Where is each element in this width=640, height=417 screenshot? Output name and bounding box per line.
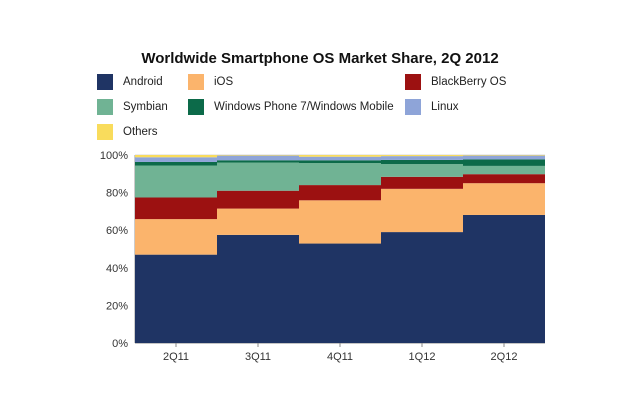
x-tick-label: 4Q11 xyxy=(327,351,353,363)
bar-segment xyxy=(299,156,381,161)
legend-swatch xyxy=(97,74,113,90)
bar-segment xyxy=(381,156,463,160)
bar-segment xyxy=(135,155,217,158)
bar-segment xyxy=(381,164,463,177)
bar-segment xyxy=(135,254,217,343)
legend-swatch xyxy=(97,99,113,115)
bar-segment xyxy=(381,176,463,189)
bar-segment xyxy=(463,165,545,175)
legend-label: Others xyxy=(123,126,158,138)
y-tick-label: 60% xyxy=(106,225,128,237)
legend-item: Windows Phone 7/Windows Mobile xyxy=(188,99,394,115)
bar-segment xyxy=(135,165,217,198)
y-tick-label: 100% xyxy=(100,150,128,162)
bar-segment xyxy=(463,214,545,343)
bar-segment xyxy=(217,208,299,235)
legend-swatch xyxy=(405,74,421,90)
legend-label: Windows Phone 7/Windows Mobile xyxy=(214,101,394,113)
bar-segment xyxy=(217,190,299,209)
legend-swatch xyxy=(188,74,204,90)
bar-segment xyxy=(217,234,299,343)
y-tick-label: 40% xyxy=(106,263,128,275)
bar-segment xyxy=(299,163,381,186)
legend-label: BlackBerry OS xyxy=(431,76,507,88)
bar-segment xyxy=(135,197,217,220)
bar-segment xyxy=(463,155,545,160)
bar-segment xyxy=(135,157,217,162)
x-tick-label: 3Q11 xyxy=(245,351,271,363)
bar-segment xyxy=(381,155,463,157)
bar-segment xyxy=(299,160,381,164)
legend-item: BlackBerry OS xyxy=(405,74,506,90)
legend-item: Symbian xyxy=(97,99,168,115)
chart-title: Worldwide Smartphone OS Market Share, 2Q… xyxy=(141,50,499,67)
bar-segment xyxy=(299,243,381,343)
legend-item: Others xyxy=(97,124,158,140)
bar-segment xyxy=(463,174,545,184)
bar-segment xyxy=(381,188,463,233)
legend-label: iOS xyxy=(214,76,234,88)
legend-label: Linux xyxy=(431,101,459,113)
y-tick-label: 20% xyxy=(106,300,128,312)
bar-segment xyxy=(299,185,381,201)
legend-swatch xyxy=(188,99,204,115)
legend-swatch xyxy=(97,124,113,140)
bar-segment xyxy=(217,162,299,191)
bar-segment xyxy=(217,155,299,161)
bar-segment xyxy=(217,155,299,156)
legend-item: Linux xyxy=(405,99,459,115)
legend-label: Android xyxy=(123,76,163,88)
x-tick-label: 2Q11 xyxy=(163,351,189,363)
bar-segment xyxy=(299,155,381,157)
x-tick-label: 1Q12 xyxy=(409,351,436,363)
bar-segment xyxy=(463,183,545,215)
y-tick-label: 0% xyxy=(112,338,128,350)
x-tick-label: 2Q12 xyxy=(491,351,518,363)
bar-segment xyxy=(135,161,217,166)
legend-swatch xyxy=(405,99,421,115)
bar-segment xyxy=(463,155,545,156)
y-tick-label: 80% xyxy=(106,188,128,200)
bar-segment xyxy=(135,219,217,255)
bar-segment xyxy=(217,160,299,163)
bar-segment xyxy=(463,159,545,166)
bar-segment xyxy=(381,159,463,165)
legend-item: Android xyxy=(97,74,163,90)
legend-item: iOS xyxy=(188,74,233,90)
legend-label: Symbian xyxy=(123,101,168,113)
bar-segment xyxy=(299,200,381,244)
bar-segment xyxy=(381,232,463,343)
